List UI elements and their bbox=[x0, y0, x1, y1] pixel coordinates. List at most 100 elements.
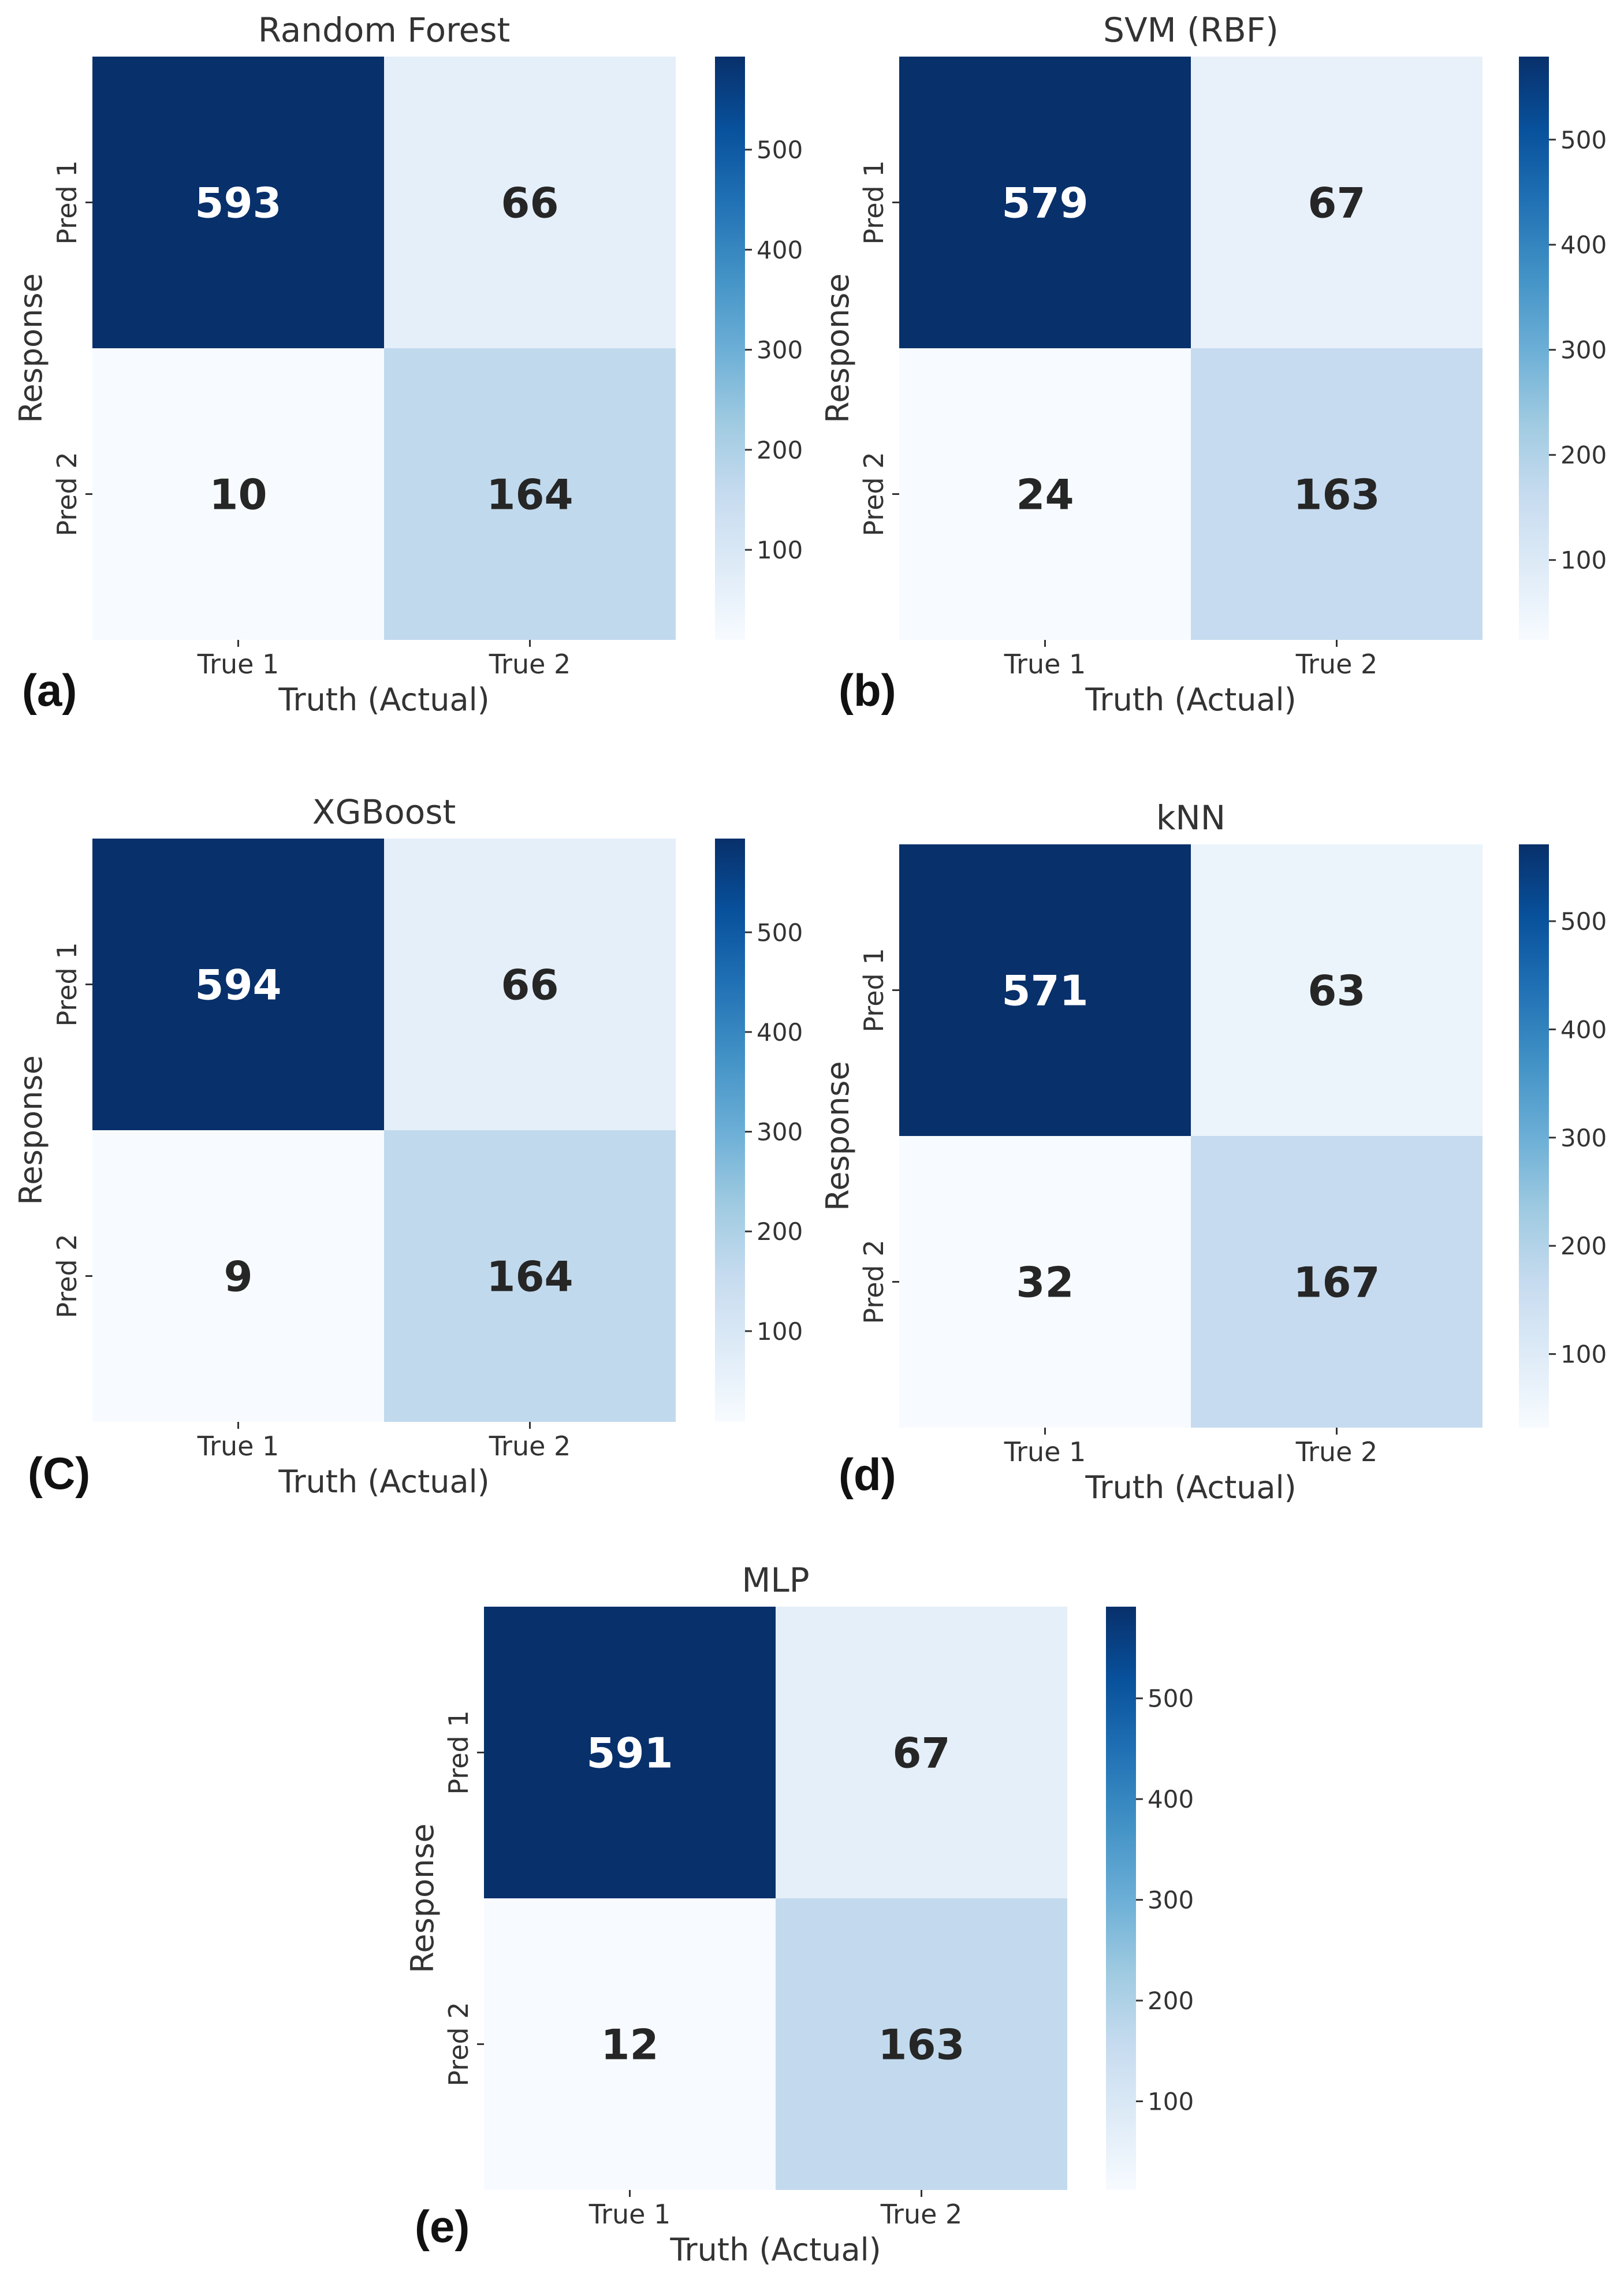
cell-value-r1-c1: 594 bbox=[195, 961, 281, 1010]
heatmap-cell-r2-c1 bbox=[899, 348, 1191, 640]
colorbar-tick-label: 300 bbox=[1560, 336, 1607, 364]
colorbar-tick-label: 200 bbox=[1148, 1987, 1194, 2015]
colorbar bbox=[1519, 844, 1549, 1428]
cell-value-r2-c2: 163 bbox=[878, 2021, 964, 2069]
colorbar-tick-label: 400 bbox=[1560, 1015, 1607, 1044]
x-tick-label: True 1 bbox=[1004, 649, 1086, 680]
cell-value-r2-c2: 164 bbox=[486, 1253, 573, 1301]
colorbar-tick-label: 400 bbox=[757, 236, 803, 264]
y-axis-label: Response bbox=[13, 1055, 49, 1205]
heatmap-cell-r1-c1 bbox=[899, 844, 1191, 1136]
cell-value-r1-c1: 593 bbox=[195, 179, 281, 228]
cell-value-r2-c2: 163 bbox=[1293, 471, 1380, 519]
colorbar-tick-label: 300 bbox=[1560, 1124, 1607, 1152]
panel-title: Random Forest bbox=[258, 10, 511, 50]
panel-title: SVM (RBF) bbox=[1103, 10, 1279, 50]
cell-value-r1-c2: 63 bbox=[1308, 967, 1365, 1015]
heatmap-cell-r2-c2 bbox=[384, 348, 676, 640]
heatmap-cell-r2-c2 bbox=[1191, 1136, 1483, 1428]
x-tick-label: True 1 bbox=[197, 649, 280, 680]
x-axis-label: Truth (Actual) bbox=[1085, 1469, 1296, 1506]
y-axis-label: Response bbox=[820, 1061, 856, 1210]
panel-title: XGBoost bbox=[312, 792, 456, 832]
colorbar-tick-label: 200 bbox=[757, 1217, 803, 1246]
cell-value-r2-c2: 164 bbox=[486, 471, 573, 519]
heatmap-cell-r2-c2 bbox=[1191, 348, 1483, 640]
colorbar-tick-label: 200 bbox=[1560, 1232, 1607, 1260]
x-tick-label: True 1 bbox=[588, 2199, 671, 2230]
colorbar-tick-label: 300 bbox=[757, 336, 803, 364]
y-tick-label: Pred 2 bbox=[858, 452, 889, 536]
cell-value-r2-c1: 10 bbox=[209, 471, 267, 519]
y-tick-label: Pred 1 bbox=[51, 942, 83, 1026]
cell-value-r1-c2: 67 bbox=[1308, 179, 1365, 228]
x-tick-label: True 2 bbox=[880, 2199, 963, 2230]
cell-value-r2-c2: 167 bbox=[1293, 1258, 1380, 1307]
heatmap-cell-r1-c2 bbox=[1191, 57, 1483, 348]
y-tick-label: Pred 1 bbox=[51, 160, 83, 244]
x-tick-label: True 1 bbox=[1004, 1436, 1086, 1467]
colorbar-tick-label: 400 bbox=[1148, 1785, 1194, 1813]
heatmap-cell-r1-c1 bbox=[484, 1607, 776, 1898]
heatmap-cell-r1-c2 bbox=[384, 57, 676, 348]
x-tick-label: True 2 bbox=[1295, 1436, 1378, 1467]
x-tick-label: True 2 bbox=[1295, 649, 1378, 680]
cell-value-r1-c1: 591 bbox=[586, 1729, 673, 1778]
cell-value-r2-c1: 24 bbox=[1016, 471, 1074, 519]
colorbar-tick-label: 100 bbox=[1148, 2087, 1194, 2115]
colorbar-tick-label: 500 bbox=[757, 918, 803, 947]
cell-value-r1-c2: 66 bbox=[501, 179, 558, 228]
colorbar-tick-label: 100 bbox=[757, 1317, 803, 1346]
colorbar-tick-label: 200 bbox=[1560, 441, 1607, 470]
cell-value-r1-c1: 579 bbox=[1001, 179, 1088, 228]
cell-value-r1-c1: 571 bbox=[1001, 967, 1088, 1015]
y-tick-label: Pred 1 bbox=[443, 1710, 474, 1794]
panel-letter: (C) bbox=[28, 1448, 90, 1499]
cell-value-r1-c2: 66 bbox=[501, 961, 558, 1010]
panel-letter: (e) bbox=[415, 2201, 470, 2252]
cell-value-r2-c1: 12 bbox=[601, 2021, 658, 2069]
y-tick-label: Pred 2 bbox=[443, 2002, 474, 2086]
heatmap-cell-r1-c2 bbox=[776, 1607, 1067, 1898]
colorbar-tick-label: 500 bbox=[757, 136, 803, 164]
cell-value-r1-c2: 67 bbox=[892, 1729, 950, 1778]
colorbar-tick-label: 100 bbox=[1560, 1340, 1607, 1369]
confusion-matrix-panel-1: Random Forest 593 66 10 164 True 1 True 2Truth… bbox=[13, 10, 803, 718]
x-tick-label: True 2 bbox=[489, 1431, 571, 1462]
colorbar bbox=[715, 839, 745, 1422]
colorbar-tick-label: 500 bbox=[1148, 1685, 1194, 1713]
x-tick-label: True 2 bbox=[489, 649, 571, 680]
y-axis-label: Response bbox=[13, 273, 49, 423]
panel-title: kNN bbox=[1156, 798, 1226, 837]
heatmap-cell-r2-c2 bbox=[776, 1898, 1067, 2190]
heatmap-cell-r1-c2 bbox=[1191, 844, 1483, 1136]
x-tick-label: True 1 bbox=[197, 1431, 280, 1462]
colorbar-tick-label: 200 bbox=[757, 436, 803, 464]
x-axis-label: Truth (Actual) bbox=[669, 2232, 881, 2268]
heatmap-cell-r1-c1 bbox=[92, 57, 384, 348]
cell-value-r2-c1: 32 bbox=[1016, 1258, 1074, 1307]
heatmap-cell-r2-c1 bbox=[484, 1898, 776, 2190]
colorbar-tick-label: 500 bbox=[1560, 126, 1607, 154]
x-axis-label: Truth (Actual) bbox=[1085, 681, 1296, 718]
y-axis-label: Response bbox=[404, 1823, 441, 1973]
panel-letter: (a) bbox=[22, 665, 77, 716]
panel-title: MLP bbox=[742, 1560, 809, 1600]
y-axis-label: Response bbox=[820, 273, 856, 423]
y-tick-label: Pred 2 bbox=[51, 452, 83, 536]
x-axis-label: Truth (Actual) bbox=[278, 681, 489, 718]
colorbar-tick-label: 400 bbox=[1560, 231, 1607, 259]
panel-letter: (d) bbox=[839, 1449, 896, 1500]
y-tick-label: Pred 1 bbox=[858, 948, 889, 1032]
heatmap-cell-r1-c1 bbox=[92, 839, 384, 1130]
y-tick-label: Pred 2 bbox=[858, 1239, 889, 1324]
colorbar-tick-label: 400 bbox=[757, 1018, 803, 1046]
colorbar-tick-label: 100 bbox=[1560, 546, 1607, 575]
y-tick-label: Pred 1 bbox=[858, 160, 889, 244]
colorbar bbox=[1106, 1607, 1136, 2190]
